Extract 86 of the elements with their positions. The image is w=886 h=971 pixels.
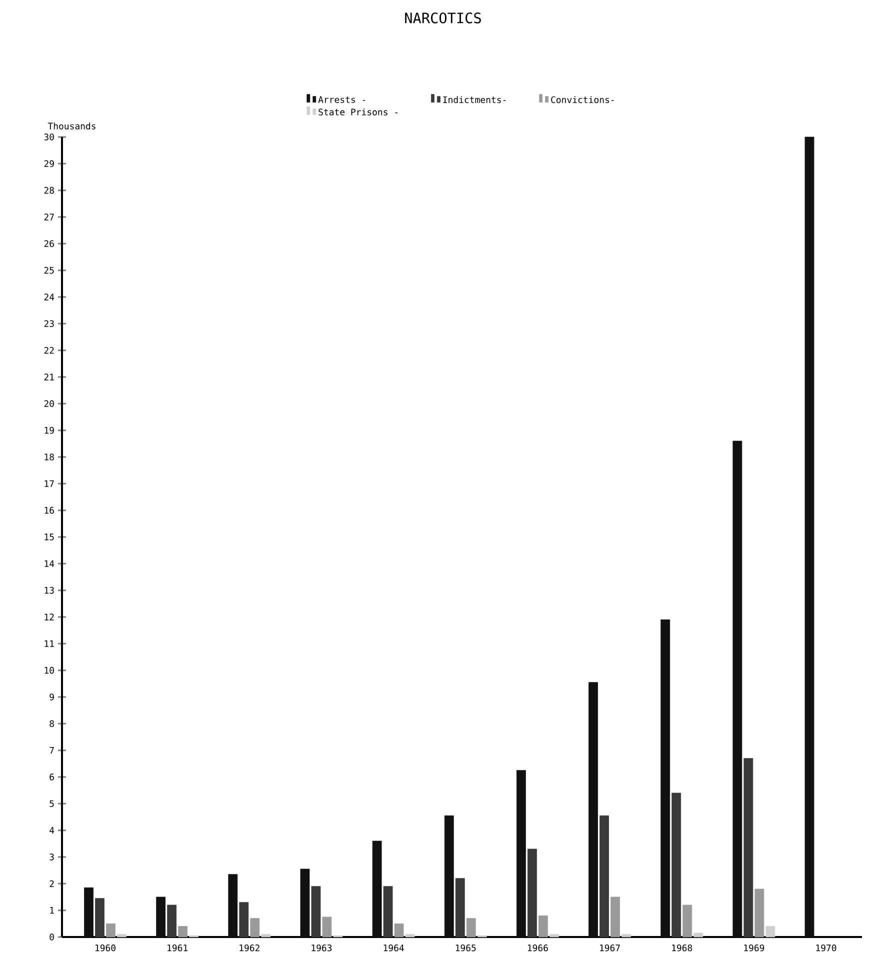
- bar: [322, 916, 332, 938]
- y-tick-label: 0: [50, 934, 54, 940]
- bar: [300, 868, 310, 938]
- y-tick-label: 14: [44, 560, 54, 567]
- x-tick-label: 1969: [744, 944, 764, 952]
- bar: [394, 923, 404, 938]
- y-tick-label: 23: [44, 320, 54, 328]
- bar: [466, 918, 476, 938]
- bar: [261, 934, 271, 938]
- x-tick-label: 1965: [456, 944, 476, 952]
- bar: [600, 815, 609, 938]
- y-tick-label: 21: [44, 374, 54, 380]
- bar: [622, 934, 631, 938]
- x-tick-label: 1970: [816, 944, 836, 952]
- y-tick-label: 19: [44, 426, 54, 434]
- bar: [228, 874, 238, 938]
- y-tick-label: 7: [50, 747, 54, 754]
- bar: [672, 792, 682, 938]
- y-tick-label: 22: [44, 346, 54, 354]
- bar: [84, 887, 94, 938]
- bar: [516, 770, 526, 938]
- bar: [117, 934, 126, 938]
- y-tick-label: 9: [50, 694, 54, 700]
- bar: [694, 932, 704, 938]
- bar: [95, 898, 104, 938]
- y-tick-label: 27: [44, 214, 54, 220]
- bar: [405, 934, 415, 938]
- y-tick-label: 16: [44, 506, 54, 514]
- bar: [178, 926, 188, 938]
- y-tick-label: 30: [44, 134, 54, 140]
- bar: [549, 934, 559, 938]
- chart-title: NARCOTICS: [405, 12, 481, 24]
- x-tick-label: 1961: [168, 944, 188, 952]
- x-tick-label: 1966: [528, 944, 548, 952]
- bar: [660, 619, 670, 938]
- bar: [239, 902, 249, 938]
- x-tick-label: 1960: [96, 944, 116, 952]
- bar: [732, 440, 742, 938]
- bar: [156, 896, 166, 938]
- y-tick-label: 3: [50, 854, 54, 860]
- y-tick-label: 5: [50, 800, 54, 807]
- x-tick-label: 1962: [240, 944, 260, 952]
- y-tick-label: 10: [44, 666, 54, 674]
- x-tick-label: 1967: [600, 944, 620, 952]
- y-tick-label: 25: [44, 266, 54, 274]
- bar: [311, 886, 321, 938]
- y-tick-label: 2: [50, 880, 54, 887]
- y-tick-label: 15: [44, 534, 54, 540]
- y-tick-label: 24: [44, 294, 54, 300]
- bar: [455, 878, 465, 938]
- y-tick-label: 29: [44, 160, 54, 168]
- legend-label: Arrests -: [318, 96, 366, 103]
- y-tick-label: 26: [44, 240, 54, 248]
- y-tick-label: 18: [44, 454, 54, 460]
- bar: [744, 758, 754, 938]
- bar: [610, 896, 620, 938]
- bar: [766, 926, 776, 938]
- y-tick-label: 28: [44, 186, 54, 194]
- y-tick-label: 17: [44, 480, 54, 487]
- legend-label: Indictments-: [443, 96, 506, 104]
- bar: [588, 682, 598, 938]
- y-tick-label: 13: [44, 586, 54, 594]
- y-tick-label: 4: [50, 827, 54, 834]
- y-tick-label: 11: [44, 640, 54, 647]
- bar: [444, 815, 454, 938]
- y-tick-label: 8: [50, 720, 54, 728]
- legend-label: State Prisons -: [318, 108, 398, 116]
- bar: [167, 904, 177, 938]
- bar: [538, 915, 548, 938]
- x-tick-label: 1964: [384, 944, 404, 952]
- y-tick-label: 12: [44, 614, 54, 620]
- bar: [383, 886, 393, 938]
- bar: [682, 904, 692, 938]
- x-tick-label: 1963: [312, 944, 332, 952]
- y-axis-title: Thousands: [48, 122, 96, 130]
- legend-label: Convictions-: [551, 96, 614, 104]
- bar: [754, 888, 764, 938]
- bar: [527, 848, 537, 938]
- y-tick-label: 1: [50, 907, 54, 914]
- y-tick-label: 6: [50, 774, 54, 780]
- bar: [804, 136, 814, 938]
- bar: [106, 923, 116, 938]
- y-tick-label: 20: [44, 400, 54, 408]
- bar: [372, 840, 382, 938]
- bar: [250, 918, 260, 938]
- x-tick-label: 1968: [672, 944, 692, 952]
